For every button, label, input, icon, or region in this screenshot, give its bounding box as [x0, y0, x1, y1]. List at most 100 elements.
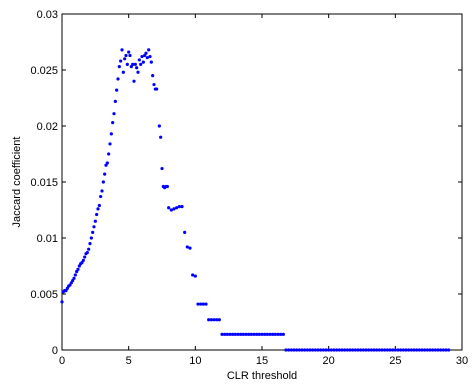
- data-point: [140, 54, 144, 59]
- data-point: [223, 332, 227, 336]
- axes-box: [61, 13, 463, 351]
- data-point: [295, 348, 299, 352]
- data-point: [207, 318, 211, 322]
- data-point: [441, 348, 445, 352]
- data-point: [89, 236, 93, 240]
- data-point: [359, 348, 363, 352]
- data-point: [447, 348, 451, 352]
- data-point: [148, 54, 152, 59]
- data-point: [367, 348, 371, 352]
- x-tick-label: 30: [456, 355, 468, 367]
- data-point: [123, 57, 127, 61]
- data-point: [115, 88, 119, 92]
- data-point: [361, 348, 365, 352]
- data-point: [113, 99, 117, 103]
- data-point: [372, 348, 376, 352]
- data-point: [391, 348, 395, 352]
- data-point: [289, 348, 293, 352]
- data-point: [305, 348, 309, 352]
- data-point: [415, 348, 419, 352]
- data-point: [97, 203, 101, 208]
- data-point: [356, 348, 360, 352]
- data-point: [133, 62, 137, 66]
- data-point: [420, 348, 424, 352]
- data-point: [407, 348, 411, 352]
- data-point: [121, 70, 125, 74]
- data-point: [404, 348, 408, 352]
- data-point: [319, 348, 323, 352]
- data-point: [431, 348, 435, 352]
- data-point: [297, 348, 301, 352]
- y-tick-label: 0.02: [37, 121, 58, 133]
- data-point: [265, 332, 269, 336]
- data-point: [96, 207, 100, 211]
- data-point: [212, 318, 216, 322]
- data-point: [185, 245, 189, 249]
- data-point: [324, 348, 328, 352]
- data-point: [273, 332, 277, 336]
- data-point: [152, 82, 156, 87]
- data-point: [196, 302, 200, 306]
- data-point: [244, 332, 248, 336]
- data-point: [111, 121, 115, 125]
- data-point: [159, 135, 163, 139]
- data-point: [409, 348, 413, 352]
- data-point: [388, 348, 392, 352]
- data-point: [300, 348, 304, 352]
- data-point: [93, 219, 97, 223]
- data-point: [385, 348, 389, 352]
- data-point: [116, 77, 120, 81]
- data-point: [101, 180, 105, 184]
- data-point: [268, 332, 272, 336]
- data-point: [351, 348, 355, 352]
- x-tick-label: 10: [189, 355, 201, 367]
- data-point: [225, 332, 229, 336]
- data-point: [380, 348, 384, 352]
- data-point: [128, 53, 132, 58]
- x-tick-label: 0: [59, 355, 65, 367]
- data-point: [217, 318, 221, 322]
- data-point: [177, 205, 181, 209]
- plot-area: [61, 13, 463, 351]
- data-point: [147, 48, 151, 52]
- data-point: [60, 300, 64, 304]
- y-tick-label: 0.005: [30, 289, 58, 301]
- data-point: [247, 332, 251, 336]
- data-point: [439, 348, 443, 352]
- data-point: [428, 348, 432, 352]
- data-point: [287, 348, 291, 352]
- data-point: [417, 348, 421, 352]
- data-point: [433, 348, 437, 352]
- data-point: [109, 132, 113, 136]
- data-point: [260, 332, 264, 336]
- data-point: [393, 348, 397, 352]
- x-tick-label: 25: [389, 355, 401, 367]
- data-point: [91, 230, 95, 234]
- data-point: [255, 332, 259, 336]
- x-tick-label: 5: [126, 355, 132, 367]
- data-point: [308, 348, 312, 352]
- data-point: [239, 332, 243, 336]
- data-point: [169, 208, 173, 212]
- data-point: [141, 60, 145, 64]
- data-point: [193, 274, 197, 278]
- data-point: [249, 332, 253, 336]
- y-tick-label: 0: [52, 345, 58, 357]
- data-point: [183, 230, 187, 234]
- data-point: [401, 348, 405, 352]
- data-point: [321, 348, 325, 352]
- data-point: [303, 348, 307, 352]
- data-point: [81, 258, 85, 262]
- data-point: [100, 189, 104, 193]
- data-point: [377, 348, 381, 352]
- data-point: [337, 348, 341, 352]
- data-point: [155, 87, 159, 91]
- data-point: [327, 348, 331, 352]
- data-point: [329, 348, 333, 352]
- data-point: [332, 348, 336, 352]
- data-point: [167, 206, 171, 210]
- data-point: [396, 348, 400, 352]
- data-point: [279, 332, 283, 336]
- data-point: [131, 62, 135, 66]
